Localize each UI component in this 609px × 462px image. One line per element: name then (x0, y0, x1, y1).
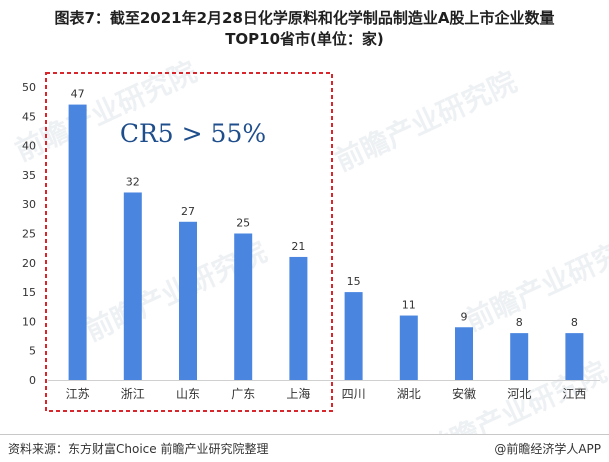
category-label: 江苏 (66, 387, 90, 401)
bar (565, 333, 584, 380)
bar (234, 233, 253, 380)
data-label: 11 (402, 299, 416, 312)
footer: 资料来源：东方财富Choice 前瞻产业研究院整理 @前瞻经济学人APP (0, 434, 609, 462)
data-label: 47 (71, 88, 85, 101)
bar (399, 315, 418, 380)
watermark-text: 前瞻产业研究院 (460, 225, 609, 338)
bar (289, 256, 308, 380)
data-label: 32 (126, 175, 140, 188)
bar (455, 327, 473, 380)
cr5-annotation: CR5 > 55% (120, 119, 266, 148)
watermark-text: 前瞻产业研究院 (330, 65, 522, 178)
data-label: 15 (347, 275, 361, 288)
y-tick-label: 15 (22, 286, 36, 299)
y-tick-label: 25 (22, 228, 36, 241)
bar (179, 221, 197, 380)
y-tick-label: 10 (22, 315, 36, 328)
y-tick-label: 35 (22, 169, 36, 182)
y-tick-label: 20 (22, 257, 36, 270)
data-label: 8 (516, 316, 523, 329)
brand-credit: @前瞻经济学人APP (494, 442, 601, 456)
bar (344, 292, 363, 380)
data-label: 25 (236, 217, 250, 230)
bars-layer: 47 江苏 32 浙江 27 山东 25 广东 21 上海 15 四川 11 湖北 9 安徽 8 河北 8 江西 (66, 88, 587, 401)
category-label: 江西 (562, 387, 586, 401)
y-tick-label: 40 (22, 140, 36, 153)
category-label: 上海 (286, 386, 310, 401)
data-label: 21 (291, 240, 305, 253)
category-label: 广东 (231, 387, 255, 401)
chart-title: 图表7：截至2021年2月28日化学原料和化学制品制造业A股上市企业数量 TOP… (0, 8, 609, 50)
y-tick-label: 50 (22, 81, 36, 94)
y-tick-label: 30 (22, 198, 36, 211)
data-label: 9 (461, 310, 468, 323)
watermark-text: 前瞻产业研究院 (10, 55, 202, 168)
bar (68, 104, 87, 380)
category-label: 浙江 (121, 387, 145, 401)
category-label: 河北 (507, 387, 531, 401)
bar (510, 333, 529, 380)
y-tick-label: 45 (22, 110, 36, 123)
bar (123, 192, 142, 380)
y-tick-label: 0 (29, 374, 36, 387)
category-label: 山东 (176, 387, 200, 401)
source-note: 资料来源：东方财富Choice 前瞻产业研究院整理 (8, 442, 269, 456)
chart-title-line2: TOP10省市(单位：家) (225, 30, 384, 48)
category-label: 湖北 (397, 386, 421, 401)
category-label: 四川 (342, 387, 366, 401)
y-tick-label: 5 (29, 345, 36, 358)
data-label: 27 (181, 205, 195, 218)
y-axis: 0 5 10 15 20 25 30 35 40 45 50 (22, 81, 600, 387)
category-label: 安徽 (452, 386, 476, 401)
data-label: 8 (571, 316, 578, 329)
top5-highlight-box (45, 72, 333, 412)
chart-title-line1: 图表7：截至2021年2月28日化学原料和化学制品制造业A股上市企业数量 (54, 9, 555, 27)
